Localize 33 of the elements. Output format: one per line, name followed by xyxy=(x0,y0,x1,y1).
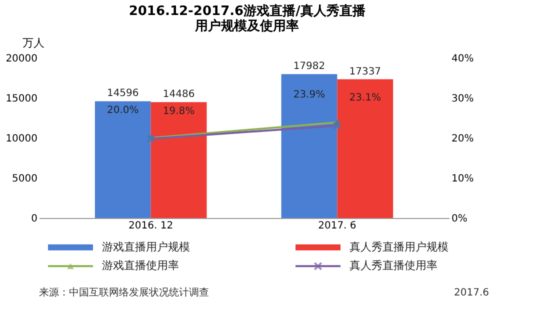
y2-tick-label: 20% xyxy=(452,134,474,144)
y2-tick-label: 0% xyxy=(452,214,468,224)
data-label: 19.8% xyxy=(162,106,195,117)
data-label: 23.1% xyxy=(349,92,382,104)
y-tick-label: 20000 xyxy=(6,54,38,64)
y-tick-label: 10000 xyxy=(6,134,38,144)
y-axis-title: 万人 xyxy=(22,36,44,50)
data-label: 17337 xyxy=(349,66,382,78)
text: 2017.6 xyxy=(454,287,489,298)
y2-tick-label: 40% xyxy=(452,54,474,64)
data-label: 17982 xyxy=(293,61,326,72)
legend-label: 游戏直播用户规模 xyxy=(102,240,190,254)
y-tick-label: 15000 xyxy=(6,94,38,104)
bar xyxy=(337,79,394,218)
y2-tick-label: 30% xyxy=(452,94,474,104)
source-note: 来源：中国互联网络发展状况统计调查 xyxy=(39,286,209,298)
text: 用户规模及使用率 xyxy=(195,19,300,34)
y-tick-label: 0 xyxy=(31,214,38,224)
data-label: 23.9% xyxy=(293,89,326,100)
y-tick-label: 5000 xyxy=(12,174,38,184)
data-label: 20.0% xyxy=(106,105,139,116)
y2-tick-label: 10% xyxy=(452,174,474,184)
bar xyxy=(94,101,151,218)
data-label: 14596 xyxy=(106,88,139,100)
x-tick-label: 2016. 12 xyxy=(128,220,174,232)
text: 2016.12-2017.6游戏直播/真人秀直播 xyxy=(128,4,366,19)
legend-label: 真人秀直播用户规模 xyxy=(350,240,448,254)
bar xyxy=(281,74,338,218)
data-label: 14486 xyxy=(162,89,195,100)
legend-label: 游戏直播使用率 xyxy=(102,259,179,272)
legend-label: 真人秀直播使用率 xyxy=(350,259,438,272)
bar xyxy=(150,102,207,218)
x-tick-label: 2017. 6 xyxy=(318,220,356,232)
